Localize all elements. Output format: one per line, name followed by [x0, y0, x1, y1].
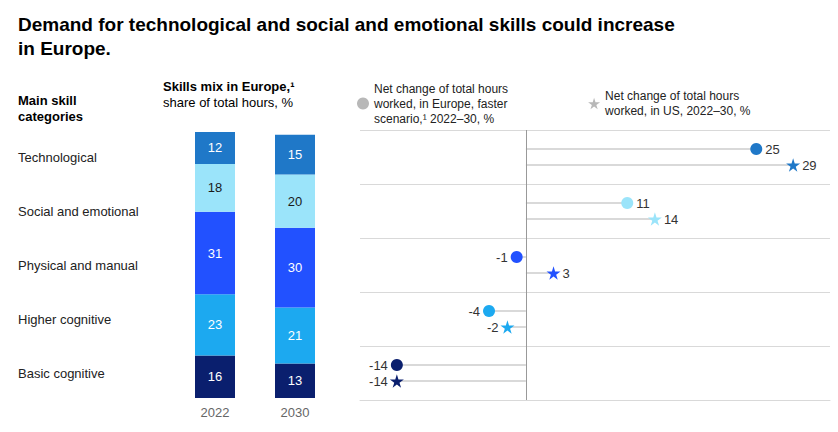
svg-text:Demand for technological and s: Demand for technological and social and … [18, 14, 675, 35]
svg-text:Net change of total hours: Net change of total hours [605, 89, 739, 103]
svg-text:12: 12 [208, 140, 222, 155]
svg-text:Basic cognitive: Basic cognitive [18, 366, 105, 381]
svg-text:Main skill: Main skill [18, 93, 77, 108]
svg-text:16: 16 [208, 369, 222, 384]
svg-text:Net change of total hours: Net change of total hours [374, 82, 508, 96]
svg-text:18: 18 [208, 180, 222, 195]
svg-text:25: 25 [765, 142, 779, 157]
svg-text:Higher cognitive: Higher cognitive [18, 312, 111, 327]
svg-text:Social and emotional: Social and emotional [18, 204, 139, 219]
svg-text:Skills mix in Europe,¹: Skills mix in Europe,¹ [163, 79, 294, 94]
svg-text:13: 13 [288, 373, 302, 388]
svg-text:14: 14 [664, 212, 678, 227]
svg-text:23: 23 [208, 317, 222, 332]
svg-text:20: 20 [288, 194, 302, 209]
svg-text:in Europe.: in Europe. [18, 38, 111, 59]
svg-text:3: 3 [563, 266, 570, 281]
svg-text:scenario,¹ 2022–30, %: scenario,¹ 2022–30, % [374, 112, 494, 126]
svg-text:2030: 2030 [281, 405, 310, 420]
svg-text:worked, in US, 2022–30, %: worked, in US, 2022–30, % [604, 104, 751, 118]
svg-text:15: 15 [288, 147, 302, 162]
svg-text:-14: -14 [369, 374, 388, 389]
svg-text:2022: 2022 [201, 405, 230, 420]
svg-text:-2: -2 [487, 320, 499, 335]
svg-text:31: 31 [208, 246, 222, 261]
svg-text:-1: -1 [496, 250, 508, 265]
svg-text:worked, in Europe, faster: worked, in Europe, faster [373, 97, 507, 111]
svg-text:-4: -4 [468, 304, 480, 319]
svg-text:29: 29 [802, 158, 816, 173]
svg-text:Physical and manual: Physical and manual [18, 258, 138, 273]
svg-text:share of total hours, %: share of total hours, % [163, 95, 294, 110]
svg-text:-14: -14 [369, 358, 388, 373]
svg-text:11: 11 [636, 196, 650, 211]
svg-text:21: 21 [288, 328, 302, 343]
svg-text:Technological: Technological [18, 150, 97, 165]
svg-text:categories: categories [18, 109, 83, 124]
svg-text:30: 30 [288, 260, 302, 275]
